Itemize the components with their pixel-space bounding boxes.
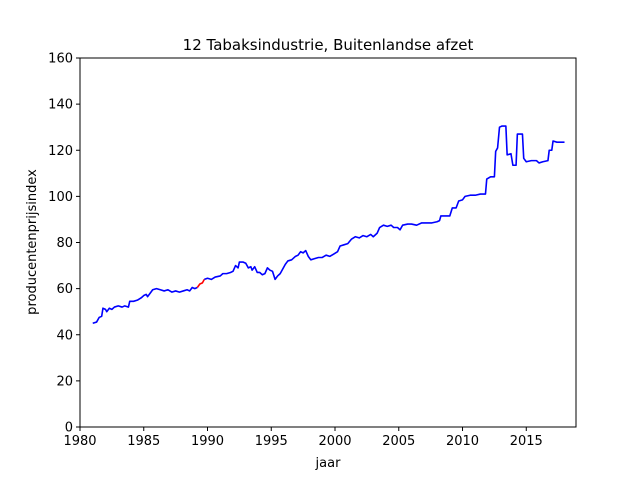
y-tick-label: 160 — [48, 52, 73, 67]
x-tick-label: 1995 — [255, 434, 288, 449]
x-axis-label: jaar — [315, 456, 342, 471]
x-tick-label: 2010 — [446, 434, 479, 449]
y-tick-label: 60 — [56, 282, 73, 297]
y-axis: 0 20 40 60 80 100 120 140 160 — [48, 52, 80, 436]
x-tick-label: 2005 — [382, 434, 415, 449]
y-tick-label: 80 — [56, 236, 73, 251]
y-tick-label: 120 — [48, 144, 73, 159]
series-line-2 — [196, 279, 206, 288]
x-tick-label: 1985 — [127, 434, 160, 449]
y-tick-label: 0 — [65, 421, 73, 436]
plot-frame — [79, 57, 577, 428]
x-axis: 1980 1985 1990 1995 2000 2005 2010 2015 — [63, 427, 543, 449]
y-tick-label: 20 — [56, 374, 73, 389]
series-line-3 — [204, 125, 565, 281]
y-axis-label: producentenprijsindex — [25, 169, 40, 315]
series-lines — [92, 125, 565, 324]
x-tick-label: 1990 — [191, 434, 224, 449]
series-line-1 — [92, 286, 198, 324]
y-tick-label: 100 — [48, 190, 73, 205]
y-tick-label: 40 — [56, 328, 73, 343]
x-tick-label: 2015 — [510, 434, 543, 449]
chart-title: 12 Tabaksindustrie, Buitenlandse afzet — [183, 36, 474, 54]
y-tick-label: 140 — [48, 98, 73, 113]
x-tick-label: 1980 — [63, 434, 96, 449]
x-tick-label: 2000 — [318, 434, 351, 449]
